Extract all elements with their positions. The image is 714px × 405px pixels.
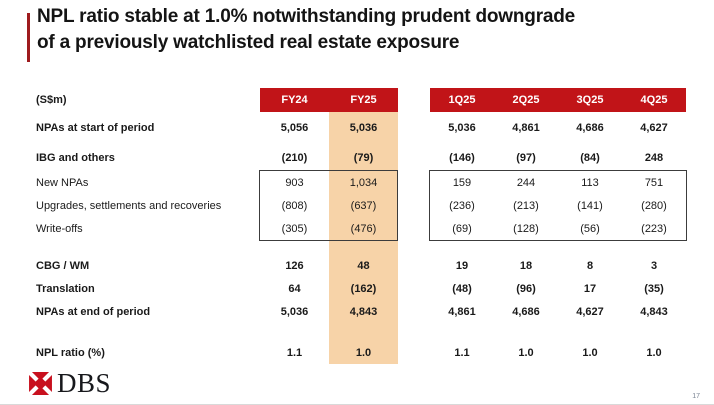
cell-2q25: 4,861 <box>512 121 540 134</box>
cell-fy24: 903 <box>285 176 304 189</box>
cell-4q25: 4,843 <box>640 305 668 318</box>
cell-2q25: 1.0 <box>518 346 534 359</box>
cell-fy24: (808) <box>281 199 308 212</box>
row-label: IBG and others <box>36 151 115 164</box>
column-header-3q25: 3Q25 <box>576 94 604 106</box>
cell-2q25: (128) <box>513 222 539 235</box>
table-row: NPL ratio (%) 1.1 1.0 1.1 1.0 1.0 1.0 <box>36 341 686 364</box>
cell-1q25: (48) <box>452 282 472 295</box>
table-row: NPAs at start of period 5,056 5,036 5,036 4,… <box>36 116 686 139</box>
cell-fy24: 1.1 <box>286 346 303 359</box>
cell-1q25: 5,036 <box>448 121 476 134</box>
cell-3q25: 17 <box>583 282 597 295</box>
cell-1q25: 4,861 <box>448 305 476 318</box>
cell-2q25: (97) <box>516 151 536 164</box>
title-accent-bar <box>27 13 30 62</box>
slide-title-line1: NPL ratio stable at 1.0% notwithstanding… <box>37 6 576 27</box>
page-number: 17 <box>692 393 700 400</box>
cell-4q25: 248 <box>644 151 664 164</box>
cell-4q25: 1.0 <box>646 346 662 359</box>
cell-fy24: 5,056 <box>280 121 309 134</box>
column-header-fy24: FY24 <box>281 94 308 106</box>
cell-3q25: 1.0 <box>582 346 598 359</box>
cell-1q25: (146) <box>449 151 475 164</box>
row-label: New NPAs <box>36 176 89 189</box>
cell-fy25: 1.0 <box>355 346 372 359</box>
table-row: New NPAs 903 1,034 159 244 113 751 <box>36 171 686 194</box>
slide-title: NPL ratio stable at 1.0% notwithstanding… <box>37 4 575 56</box>
table-header-row: (S$m) FY24 FY25 1Q25 2Q25 3Q25 4Q25 <box>36 88 686 112</box>
cell-1q25: 19 <box>455 259 469 272</box>
annual-header-group: FY24 FY25 <box>260 88 398 112</box>
dbs-logo-icon <box>28 370 53 396</box>
table-row: CBG / WM 126 48 19 18 8 3 <box>36 254 686 277</box>
cell-fy24: (210) <box>281 151 308 164</box>
cell-fy25: (637) <box>350 199 377 212</box>
cell-3q25: (141) <box>577 199 603 212</box>
cell-4q25: (280) <box>641 199 667 212</box>
table-row: NPAs at end of period 5,036 4,843 4,861 4,68… <box>36 300 686 323</box>
cell-2q25: 244 <box>516 176 536 189</box>
cell-4q25: (35) <box>644 282 664 295</box>
row-label: CBG / WM <box>36 259 90 272</box>
npa-table: (S$m) FY24 FY25 1Q25 2Q25 3Q25 4Q25 NPAs at … <box>36 88 687 364</box>
dbs-logo: DBS <box>28 368 112 398</box>
cell-4q25: 751 <box>644 176 664 189</box>
cell-3q25: (84) <box>580 151 600 164</box>
unit-label: (S$m) <box>36 94 67 106</box>
cell-fy25: (79) <box>353 151 374 164</box>
cell-fy24: 126 <box>285 259 304 272</box>
cell-3q25: 4,627 <box>576 305 604 318</box>
quarterly-header-group: 1Q25 2Q25 3Q25 4Q25 <box>430 88 686 112</box>
table-body: NPAs at start of period 5,056 5,036 5,036 4,… <box>36 116 686 364</box>
row-label: NPAs at start of period <box>36 121 155 134</box>
slide-title-line2: of a previously watchlisted real estate … <box>37 32 460 53</box>
column-header-4q25: 4Q25 <box>640 94 668 106</box>
cell-fy25: 1,034 <box>349 176 378 189</box>
cell-1q25: 159 <box>452 176 472 189</box>
cell-2q25: (96) <box>516 282 536 295</box>
column-header-1q25: 1Q25 <box>448 94 476 106</box>
cell-fy25: 48 <box>357 259 370 272</box>
cell-3q25: 113 <box>581 176 599 189</box>
column-header-2q25: 2Q25 <box>512 94 540 106</box>
column-header-fy25: FY25 <box>350 94 377 106</box>
row-label: NPAs at end of period <box>36 305 151 318</box>
cell-2q25: 4,686 <box>512 305 540 318</box>
cell-1q25: (236) <box>449 199 475 212</box>
cell-2q25: (213) <box>513 199 539 212</box>
table-row: IBG and others (210) (79) (146) (97) (84) 248 <box>36 146 686 169</box>
cell-4q25: 3 <box>650 259 658 272</box>
cell-fy24: (305) <box>281 222 308 235</box>
table-row: Write-offs (305) (476) (69) (128) (56) (223) <box>36 217 686 240</box>
table-row: Translation 64 (162) (48) (96) 17 (35) <box>36 277 686 300</box>
cell-fy25: 4,843 <box>349 305 378 318</box>
row-label: Translation <box>36 282 95 295</box>
row-label: Write-offs <box>36 222 83 235</box>
cell-2q25: 18 <box>519 259 533 272</box>
cell-3q25: (56) <box>580 222 600 235</box>
cell-1q25: (69) <box>452 222 472 235</box>
cell-fy25: 5,036 <box>349 121 378 134</box>
cell-4q25: 4,627 <box>640 121 668 134</box>
cell-fy25: (162) <box>350 282 377 295</box>
cell-1q25: 1.1 <box>454 346 470 359</box>
cell-4q25: (223) <box>641 222 667 235</box>
cell-3q25: 8 <box>586 259 594 272</box>
row-label: Upgrades, settlements and recoveries <box>36 199 222 212</box>
cell-3q25: 4,686 <box>576 121 604 134</box>
row-label: NPL ratio (%) <box>36 346 105 359</box>
table-row: Upgrades, settlements and recoveries (808… <box>36 194 686 217</box>
cell-fy24: 5,036 <box>280 305 309 318</box>
fy25-highlight-column <box>329 112 398 364</box>
dbs-logo-text: DBS <box>57 368 112 398</box>
cell-fy25: (476) <box>350 222 377 235</box>
cell-fy24: 64 <box>288 282 301 295</box>
column-gap <box>398 88 430 112</box>
